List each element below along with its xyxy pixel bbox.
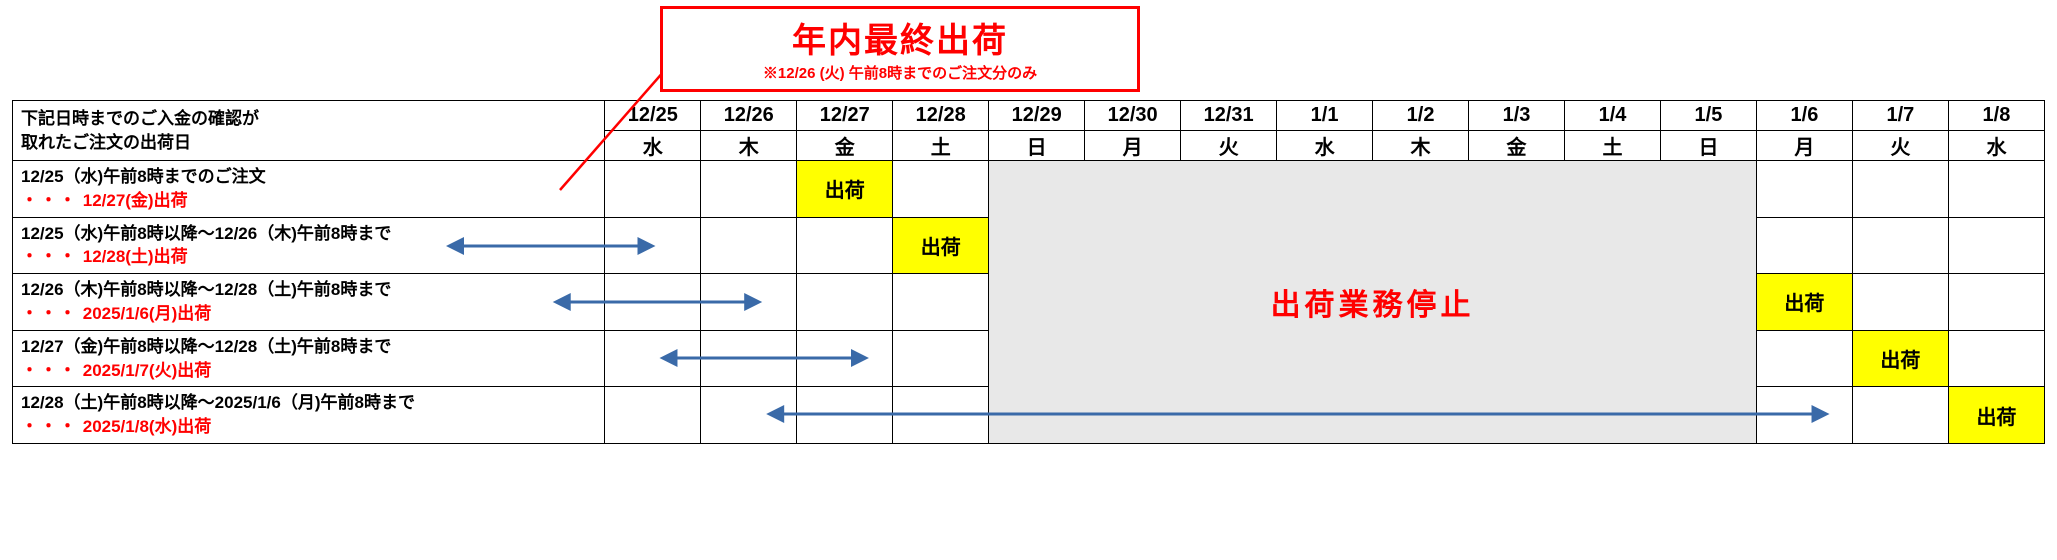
leader-dots: ・・・ (21, 304, 78, 323)
weekday-header: 木 (701, 131, 797, 161)
day-cell (701, 330, 797, 387)
leader-dots: ・・・ (21, 247, 78, 266)
date-header: 1/4 (1565, 101, 1661, 131)
ship-cell: 出荷 (797, 161, 893, 218)
shipping-schedule-table: 下記日時までのご入金の確認が 取れたご注文の出荷日 12/2512/2612/2… (12, 100, 2045, 444)
weekday-header: 月 (1085, 131, 1181, 161)
day-cell (893, 330, 989, 387)
day-cell (1948, 274, 2044, 331)
day-cell (605, 387, 701, 444)
weekday-header: 金 (1469, 131, 1565, 161)
ship-date-result: 2025/1/7(火)出荷 (83, 361, 212, 380)
date-header: 12/25 (605, 101, 701, 131)
day-cell (701, 274, 797, 331)
weekday-header: 日 (989, 131, 1085, 161)
weekday-header: 土 (893, 131, 989, 161)
weekday-header: 土 (1565, 131, 1661, 161)
date-header: 12/29 (989, 101, 1085, 131)
day-cell (1948, 217, 2044, 274)
weekday-header: 火 (1181, 131, 1277, 161)
date-header: 12/30 (1085, 101, 1181, 131)
day-cell (605, 274, 701, 331)
leader-dots: ・・・ (21, 417, 78, 436)
date-header: 1/8 (1948, 101, 2044, 131)
date-header: 1/6 (1756, 101, 1852, 131)
closed-period-cell: 出荷業務停止 (989, 161, 1757, 444)
ship-cell: 出荷 (1948, 387, 2044, 444)
order-condition: 12/27（金)午前8時以降～12/28（土)午前8時まで (21, 337, 391, 356)
row-condition-cell: 12/25（水)午前8時までのご注文・・・ 12/27(金)出荷 (13, 161, 605, 218)
date-header: 1/2 (1373, 101, 1469, 131)
day-cell (1852, 217, 1948, 274)
weekday-header: 水 (1277, 131, 1373, 161)
row-condition-cell: 12/27（金)午前8時以降～12/28（土)午前8時まで・・・ 2025/1/… (13, 330, 605, 387)
day-cell (1948, 161, 2044, 218)
leader-dots: ・・・ (21, 191, 78, 210)
order-condition: 12/28（土)午前8時以降～2025/1/6（月)午前8時まで (21, 393, 415, 412)
day-cell (893, 161, 989, 218)
ship-date-result: 2025/1/6(月)出荷 (83, 304, 212, 323)
day-cell (797, 274, 893, 331)
day-cell (701, 161, 797, 218)
ship-cell: 出荷 (1852, 330, 1948, 387)
day-cell (605, 217, 701, 274)
header-label-cell: 下記日時までのご入金の確認が 取れたご注文の出荷日 (13, 101, 605, 161)
date-row: 下記日時までのご入金の確認が 取れたご注文の出荷日 12/2512/2612/2… (13, 101, 2045, 131)
date-header: 1/5 (1660, 101, 1756, 131)
order-condition: 12/25（水)午前8時以降～12/26（木)午前8時まで (21, 224, 391, 243)
date-header: 1/3 (1469, 101, 1565, 131)
callout-subtitle: ※12/26 (火) 午前8時までのご注文分のみ (673, 62, 1127, 83)
ship-date-result: 12/27(金)出荷 (83, 191, 188, 210)
day-cell (893, 387, 989, 444)
day-cell (1948, 330, 2044, 387)
day-cell (893, 274, 989, 331)
schedule-row: 12/25（水)午前8時までのご注文・・・ 12/27(金)出荷出荷出荷業務停止 (13, 161, 2045, 218)
leader-dots: ・・・ (21, 361, 78, 380)
day-cell (797, 387, 893, 444)
day-cell (1756, 387, 1852, 444)
ship-date-result: 2025/1/8(水)出荷 (83, 417, 212, 436)
weekday-header: 月 (1756, 131, 1852, 161)
weekday-header: 金 (797, 131, 893, 161)
day-cell (701, 217, 797, 274)
row-condition-cell: 12/25（水)午前8時以降～12/26（木)午前8時まで・・・ 12/28(土… (13, 217, 605, 274)
order-condition: 12/26（木)午前8時以降～12/28（土)午前8時まで (21, 280, 391, 299)
weekday-header: 火 (1852, 131, 1948, 161)
weekday-header: 木 (1373, 131, 1469, 161)
ship-cell: 出荷 (893, 217, 989, 274)
day-cell (797, 330, 893, 387)
final-shipment-callout: 年内最終出荷 ※12/26 (火) 午前8時までのご注文分のみ (660, 6, 1140, 92)
order-condition: 12/25（水)午前8時までのご注文 (21, 167, 266, 186)
date-header: 12/26 (701, 101, 797, 131)
schedule-table-wrap: 下記日時までのご入金の確認が 取れたご注文の出荷日 12/2512/2612/2… (12, 100, 2045, 444)
date-header: 12/28 (893, 101, 989, 131)
day-cell (1852, 274, 1948, 331)
day-cell (1756, 161, 1852, 218)
header-label-line1: 下記日時までのご入金の確認が (21, 109, 259, 128)
date-header: 12/27 (797, 101, 893, 131)
date-header: 1/7 (1852, 101, 1948, 131)
day-cell (1756, 330, 1852, 387)
day-cell (1852, 161, 1948, 218)
ship-cell: 出荷 (1756, 274, 1852, 331)
row-condition-cell: 12/26（木)午前8時以降～12/28（土)午前8時まで・・・ 2025/1/… (13, 274, 605, 331)
ship-date-result: 12/28(土)出荷 (83, 247, 188, 266)
weekday-header: 水 (1948, 131, 2044, 161)
row-condition-cell: 12/28（土)午前8時以降～2025/1/6（月)午前8時まで・・・ 2025… (13, 387, 605, 444)
date-header: 1/1 (1277, 101, 1373, 131)
schedule-body: 12/25（水)午前8時までのご注文・・・ 12/27(金)出荷出荷出荷業務停止… (13, 161, 2045, 444)
day-cell (605, 161, 701, 218)
header-label-line2: 取れたご注文の出荷日 (21, 133, 191, 152)
day-cell (797, 217, 893, 274)
day-cell (1756, 217, 1852, 274)
date-header: 12/31 (1181, 101, 1277, 131)
day-cell (1852, 387, 1948, 444)
closed-period-label: 出荷業務停止 (1271, 289, 1475, 322)
day-cell (701, 387, 797, 444)
callout-title: 年内最終出荷 (673, 13, 1127, 62)
weekday-header: 水 (605, 131, 701, 161)
day-cell (605, 330, 701, 387)
weekday-header: 日 (1660, 131, 1756, 161)
